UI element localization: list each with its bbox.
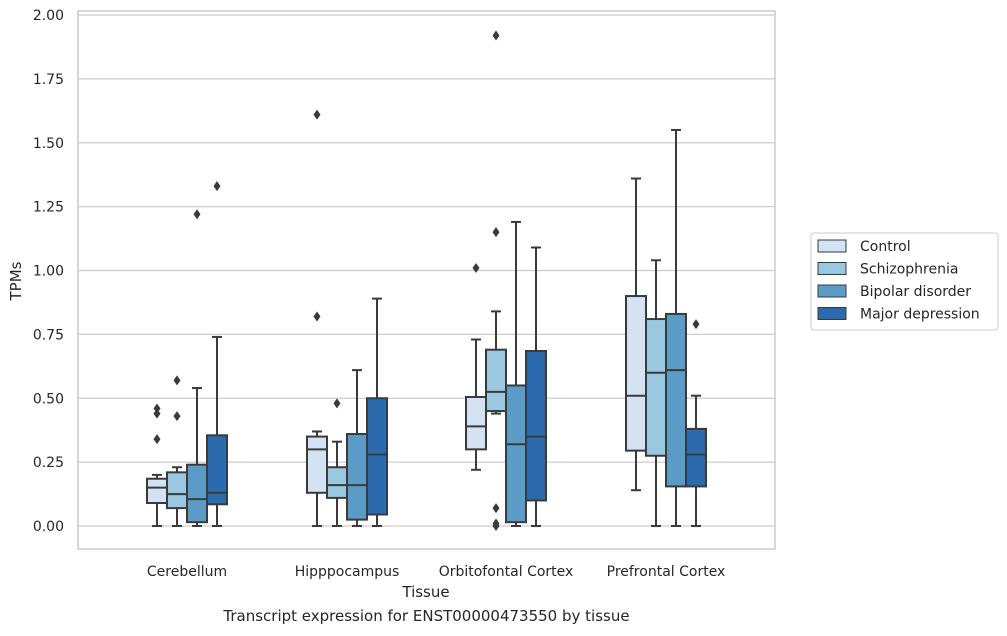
box-rect	[645, 318, 667, 457]
box-rect	[625, 295, 647, 452]
plot-frame	[77, 10, 776, 550]
box-rect	[166, 471, 188, 510]
y-axis-label: TPMs	[7, 261, 25, 301]
outlier-point	[313, 311, 321, 322]
legend: Control Schizophrenia Bipolar disorder Majo…	[810, 232, 999, 331]
box-rect	[326, 466, 348, 499]
y-tick-label: 0.00	[33, 519, 64, 535]
legend-swatch	[817, 284, 847, 298]
box-3-0	[206, 181, 228, 527]
y-tick-label: 1.75	[33, 72, 64, 88]
legend-frame	[810, 232, 999, 331]
outlier-point	[492, 30, 500, 41]
box-rect	[465, 395, 487, 451]
y-tick-label: 0.50	[33, 391, 64, 407]
box-2-1	[346, 369, 368, 527]
box-rect	[146, 477, 168, 505]
box-2-0	[186, 209, 208, 527]
box-3-1	[366, 297, 388, 527]
outlier-point	[692, 319, 700, 330]
legend-label: Bipolar disorder	[860, 284, 971, 300]
y-gridlines	[78, 14, 775, 527]
x-tick-labels: Cerebellum Hipppocampus Orbitofontal Corte…	[147, 564, 725, 580]
y-tick-label: 0.75	[33, 327, 64, 343]
box-layer	[146, 30, 707, 531]
legend-label: Major depression	[860, 307, 980, 323]
y-tick-label: 0.25	[33, 455, 64, 471]
outlier-point	[313, 109, 321, 120]
outlier-point	[153, 434, 161, 445]
box-1-0	[166, 375, 188, 527]
box-rect	[685, 427, 707, 488]
box-rect	[505, 384, 527, 524]
outlier-point	[492, 518, 500, 529]
outlier-point	[492, 227, 500, 238]
box-rect	[485, 348, 507, 413]
box-1-1	[326, 398, 348, 527]
box-0-1	[306, 109, 328, 527]
box-1-3	[645, 259, 667, 527]
figure-caption: Transcript expression for ENST0000047355…	[223, 607, 630, 625]
box-2-3	[665, 128, 687, 527]
y-tick-label: 1.25	[33, 200, 64, 216]
legend-swatch	[817, 307, 847, 320]
outlier-point	[193, 209, 201, 220]
legend-swatch	[817, 262, 847, 275]
box-rect	[346, 433, 368, 521]
x-tick-label: Orbitofontal Cortex	[439, 564, 574, 580]
x-tick-label: Prefrontal Cortex	[607, 564, 726, 580]
box-rect	[366, 397, 388, 516]
box-rect	[186, 463, 208, 524]
box-rect	[306, 435, 328, 494]
box-rect	[525, 349, 547, 502]
x-axis-label: Tissue	[401, 583, 449, 601]
y-tick-label: 1.00	[33, 264, 64, 280]
outlier-point	[173, 375, 181, 386]
outlier-point	[333, 398, 341, 409]
outlier-point	[472, 262, 480, 273]
y-tick-label: 2.00	[33, 8, 64, 24]
y-tick-labels: 0.00 0.25 0.50 0.75 1.00 1.25 1.50 1.75 2.00	[33, 8, 64, 535]
x-tick-label: Hipppocampus	[295, 564, 400, 580]
x-tick-label: Cerebellum	[147, 564, 227, 580]
box-0-2	[465, 262, 487, 471]
box-3-2	[525, 246, 547, 527]
y-tick-label: 1.50	[33, 136, 64, 152]
legend-label: Schizophrenia	[860, 262, 958, 278]
outlier-point	[492, 503, 500, 514]
legend-swatch	[817, 239, 847, 253]
box-0-3	[625, 177, 647, 492]
box-rect	[206, 434, 228, 506]
outlier-point	[153, 403, 161, 414]
outlier-point	[153, 408, 161, 419]
legend-label: Control	[860, 239, 911, 255]
box-rect	[665, 312, 687, 488]
box-2-2	[505, 220, 527, 527]
outlier-point	[213, 181, 221, 192]
box-3-3	[685, 319, 707, 527]
box-1-2	[485, 30, 507, 531]
box-0-0	[146, 403, 168, 527]
outlier-point	[173, 411, 181, 422]
